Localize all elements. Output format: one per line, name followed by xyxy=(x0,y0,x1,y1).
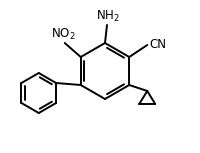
Text: NO$_2$: NO$_2$ xyxy=(51,27,76,42)
Text: NH$_2$: NH$_2$ xyxy=(96,9,120,24)
Text: CN: CN xyxy=(149,37,166,50)
